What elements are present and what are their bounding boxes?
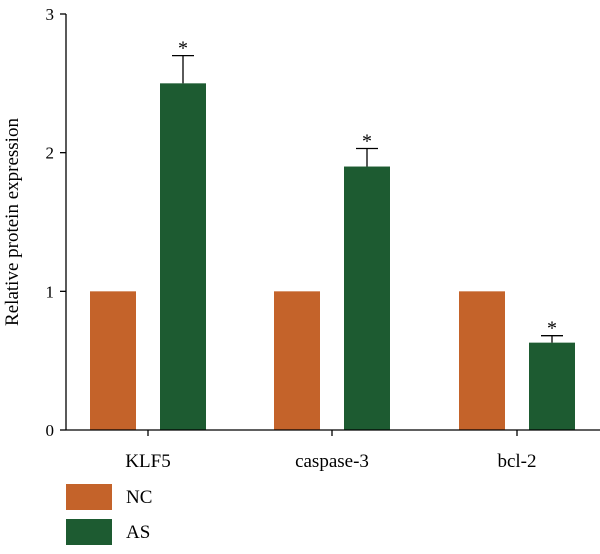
- y-axis-label: Relative protein expression: [2, 118, 23, 326]
- bar-as-bcl-2: [529, 342, 575, 430]
- bars-group: [90, 83, 575, 431]
- y-tick-label: 2: [46, 144, 55, 163]
- significance-mark: *: [178, 38, 188, 60]
- legend-label-nc: NC: [126, 487, 152, 508]
- legend-swatch-as: [66, 519, 112, 545]
- y-tick-label: 3: [46, 5, 55, 24]
- bar-nc-bcl-2: [459, 291, 505, 430]
- legend-swatch-nc: [66, 484, 112, 510]
- x-tick-label: caspase-3: [295, 451, 369, 472]
- bar-nc-caspase-3: [274, 291, 320, 430]
- bar-as-klf5: [160, 83, 206, 430]
- bar-as-caspase-3: [344, 166, 390, 431]
- bar-nc-klf5: [90, 291, 136, 430]
- legend: NC AS: [66, 484, 152, 545]
- significance-mark: *: [362, 131, 372, 153]
- significance-mark: *: [547, 318, 557, 340]
- x-tick-label: bcl-2: [497, 451, 536, 472]
- x-ticks-group: KLF5 caspase-3 bcl-2: [125, 430, 537, 472]
- error-bars-group: [172, 54, 563, 343]
- significance-marks-group: * * *: [178, 38, 557, 340]
- x-tick-label: KLF5: [125, 451, 170, 472]
- y-ticks-group: 0 1 2 3: [46, 5, 66, 440]
- y-tick-label: 0: [46, 421, 55, 440]
- legend-label-as: AS: [126, 522, 150, 543]
- y-tick-label: 1: [46, 282, 55, 301]
